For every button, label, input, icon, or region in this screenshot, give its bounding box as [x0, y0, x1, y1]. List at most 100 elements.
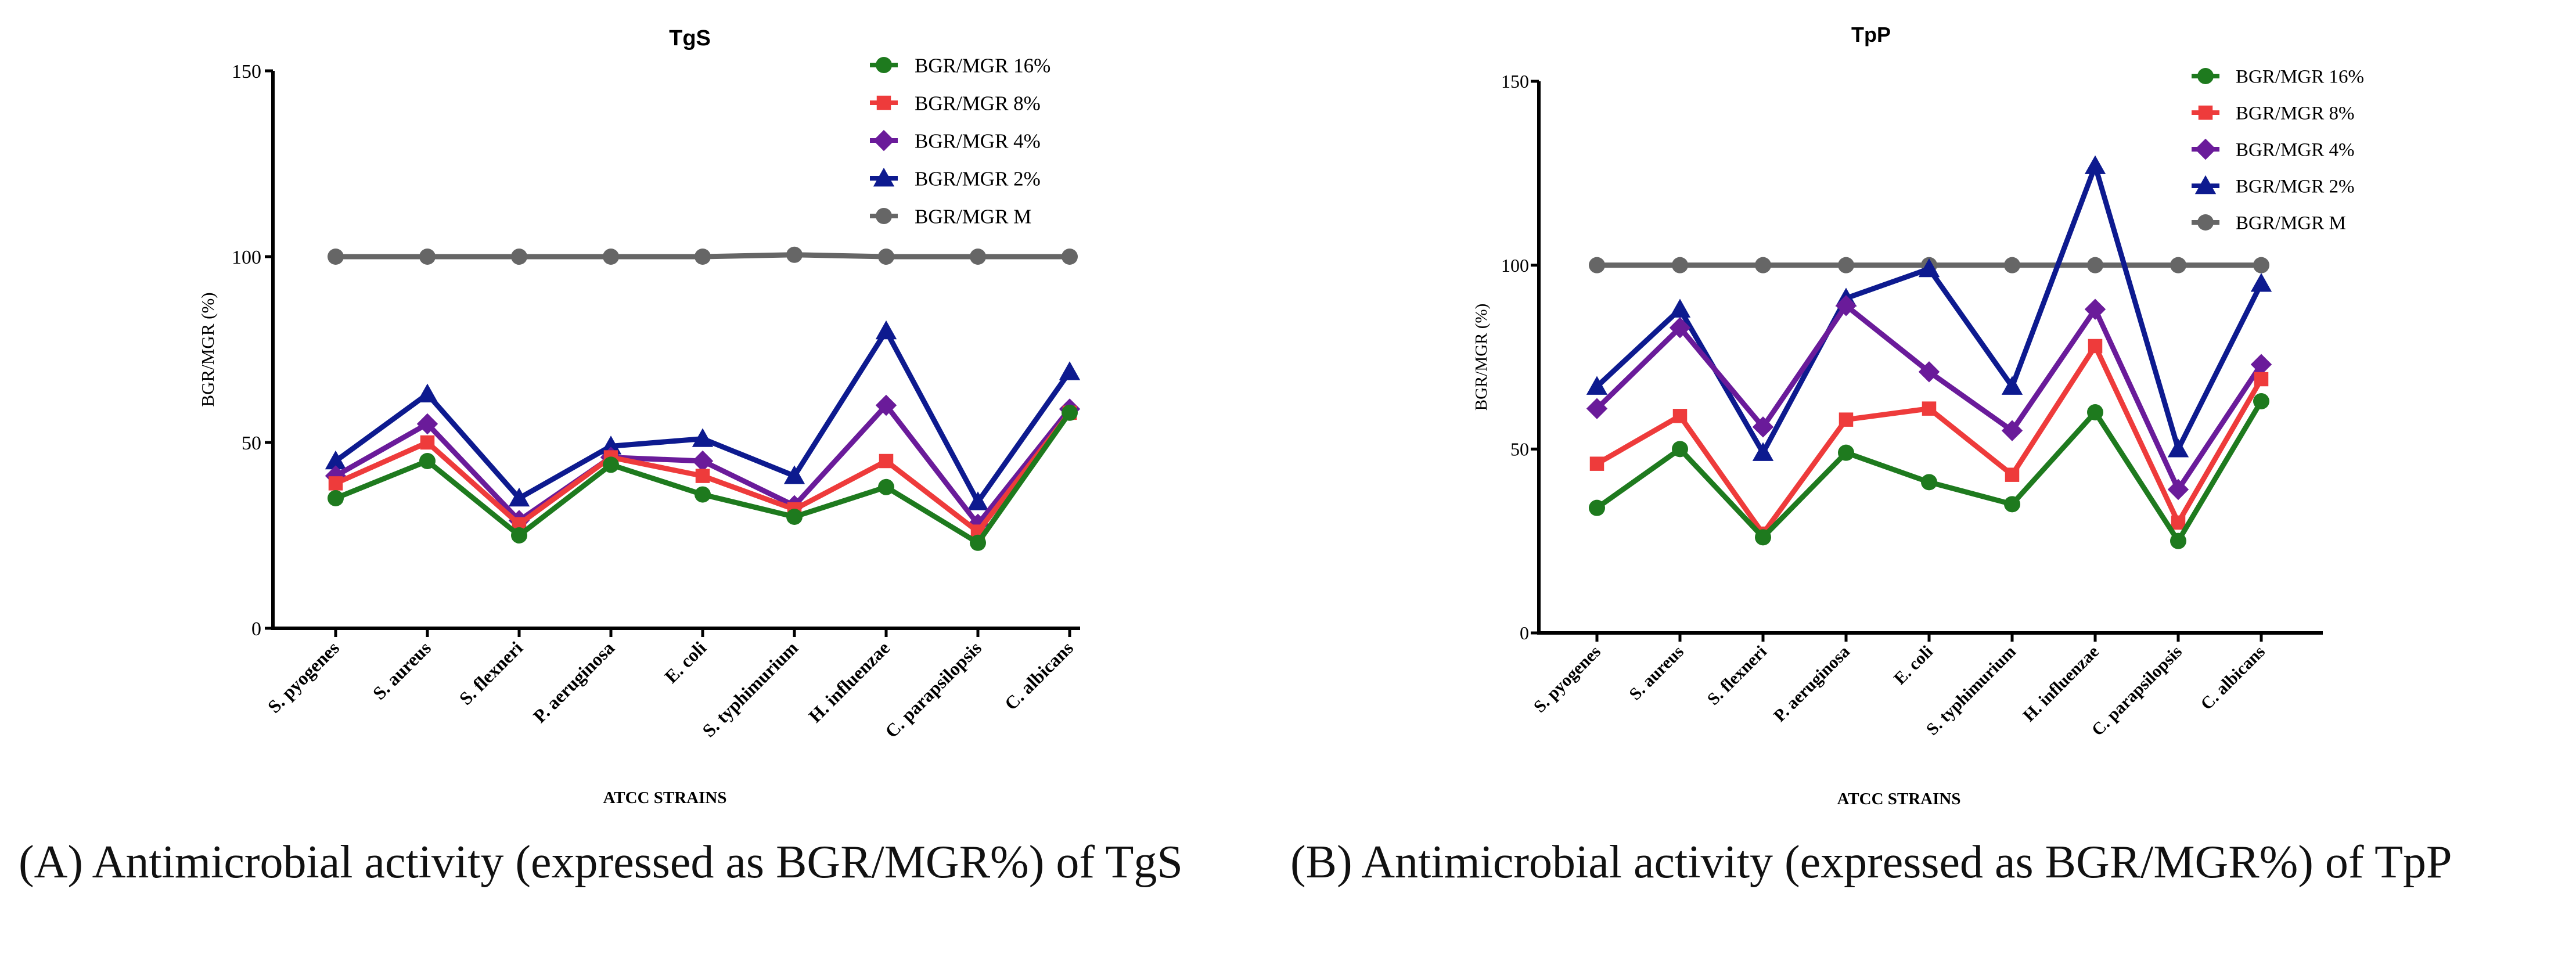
data-point: [875, 394, 897, 416]
data-point: [1918, 361, 1940, 383]
data-point: [2254, 372, 2269, 387]
data-point: [1755, 529, 1771, 546]
data-point: [1835, 295, 1857, 316]
data-point: [1062, 249, 1078, 265]
legend-marker: [873, 129, 895, 152]
data-point: [786, 509, 803, 525]
data-point: [879, 453, 894, 469]
data-point: [695, 469, 710, 483]
series-bgr-mgr-16: [1589, 393, 2269, 549]
legend-label: BGR/MGR 4%: [2236, 140, 2354, 161]
data-point: [1672, 441, 1688, 458]
x-tick-label: P. aeruginosa: [529, 637, 618, 726]
series-bgr-mgr-m: [328, 246, 1078, 265]
y-tick-label: 0: [251, 618, 261, 640]
data-point: [2253, 393, 2269, 409]
x-tick-label: C. albicans: [1001, 637, 1077, 714]
data-point: [511, 527, 527, 544]
legend-label: BGR/MGR 2%: [915, 167, 1041, 190]
series-bgr-mgr-2: [325, 320, 1081, 510]
legend-label: BGR/MGR 2%: [2236, 177, 2354, 197]
data-point: [2088, 339, 2103, 354]
data-point: [783, 465, 805, 484]
legend-item: BGR/MGR 2%: [870, 167, 1041, 190]
y-tick-label: 150: [1501, 71, 1529, 92]
data-point: [1589, 456, 1604, 471]
legend-item: BGR/MGR 2%: [2192, 175, 2354, 197]
legend-marker: [2197, 214, 2214, 231]
data-point: [2171, 515, 2186, 530]
y-axis-label: BGR/MGR (%): [197, 292, 218, 406]
legend-label: BGR/MGR 4%: [915, 129, 1041, 152]
chart-tpp: TpP 0 50 100 150 BGR/MGR (%) S. pyogenes S. aur…: [1472, 23, 2364, 808]
legend-item: BGR/MGR 4%: [870, 129, 1041, 152]
y-tick-label: 50: [1510, 439, 1529, 460]
data-point: [1586, 398, 1608, 419]
legend-marker: [2194, 175, 2217, 195]
x-tick-label: S. flexneri: [455, 637, 527, 709]
data-point: [2001, 420, 2023, 441]
data-point: [511, 249, 527, 265]
chart-title: TgS: [669, 26, 711, 51]
data-point: [970, 534, 986, 551]
data-point: [1839, 412, 1854, 427]
data-point: [1752, 442, 1774, 461]
x-tick-label: H. influenzae: [804, 637, 894, 726]
y-tick-label: 150: [232, 61, 261, 82]
data-point: [1669, 298, 1691, 318]
legend-label: BGR/MGR 16%: [2236, 67, 2364, 88]
chart-tgs: TgS 0 50 100 150 BGR/MGR (%) S. pyogenes S. aur…: [197, 26, 1081, 807]
legend-marker: [2198, 105, 2213, 120]
data-point: [786, 246, 803, 263]
x-axis-label: ATCC STRAINS: [603, 789, 727, 807]
data-point: [2167, 438, 2189, 458]
data-point: [328, 490, 344, 506]
y-tick-label: 100: [1501, 255, 1529, 276]
x-tick-label: S. typhimurium: [698, 637, 802, 741]
chart-title: TpP: [1851, 23, 1891, 46]
series-line: [1595, 399, 2264, 544]
x-tick-label: E. coli: [660, 637, 710, 687]
data-point: [603, 249, 619, 265]
data-point: [692, 450, 714, 472]
x-tick-label: S. aureus: [369, 637, 435, 703]
data-point: [1062, 404, 1078, 421]
series-bgr-mgr-16: [328, 404, 1078, 551]
data-point: [695, 486, 711, 503]
data-point: [416, 413, 438, 435]
data-point: [419, 453, 436, 469]
data-point: [1918, 258, 1940, 278]
data-point: [328, 249, 344, 265]
data-point: [420, 435, 435, 450]
legend-label: BGR/MGR M: [2236, 213, 2346, 234]
x-tick-label: C. parapsilopsis: [881, 637, 985, 742]
data-point: [967, 491, 989, 510]
y-tick-label: 0: [1520, 622, 1529, 643]
data-point: [328, 476, 343, 491]
data-point: [2005, 467, 2020, 482]
data-point: [1589, 499, 1605, 516]
legend: BGR/MGR 16% BGR/MGR 8% BGR/MGR 4% BGR/MGR 2…: [2192, 67, 2364, 234]
data-point: [875, 320, 897, 340]
legend-item: BGR/MGR 8%: [870, 92, 1041, 114]
data-point: [603, 456, 619, 473]
data-point: [1672, 409, 1688, 423]
data-point: [1922, 401, 1937, 416]
legend-item: BGR/MGR 8%: [2192, 103, 2354, 124]
data-point: [2087, 404, 2103, 420]
legend-marker: [2194, 138, 2217, 160]
data-point: [1752, 416, 1774, 438]
data-point: [508, 487, 530, 507]
legend-label: BGR/MGR 16%: [915, 54, 1050, 77]
legend-item: BGR/MGR 4%: [2192, 138, 2354, 161]
legend-item: BGR/MGR M: [2192, 213, 2346, 234]
y-axis-label: BGR/MGR (%): [1472, 304, 1491, 411]
data-point: [1838, 444, 1854, 461]
data-point: [1059, 361, 1081, 380]
data-point: [325, 450, 347, 470]
legend-item: BGR/MGR 16%: [870, 54, 1050, 77]
y-tick-label: 50: [242, 433, 261, 454]
caption-b: (B) Antimicrobial activity (expressed as…: [1290, 837, 2452, 888]
data-point: [878, 478, 894, 495]
data-point: [1838, 257, 1854, 273]
